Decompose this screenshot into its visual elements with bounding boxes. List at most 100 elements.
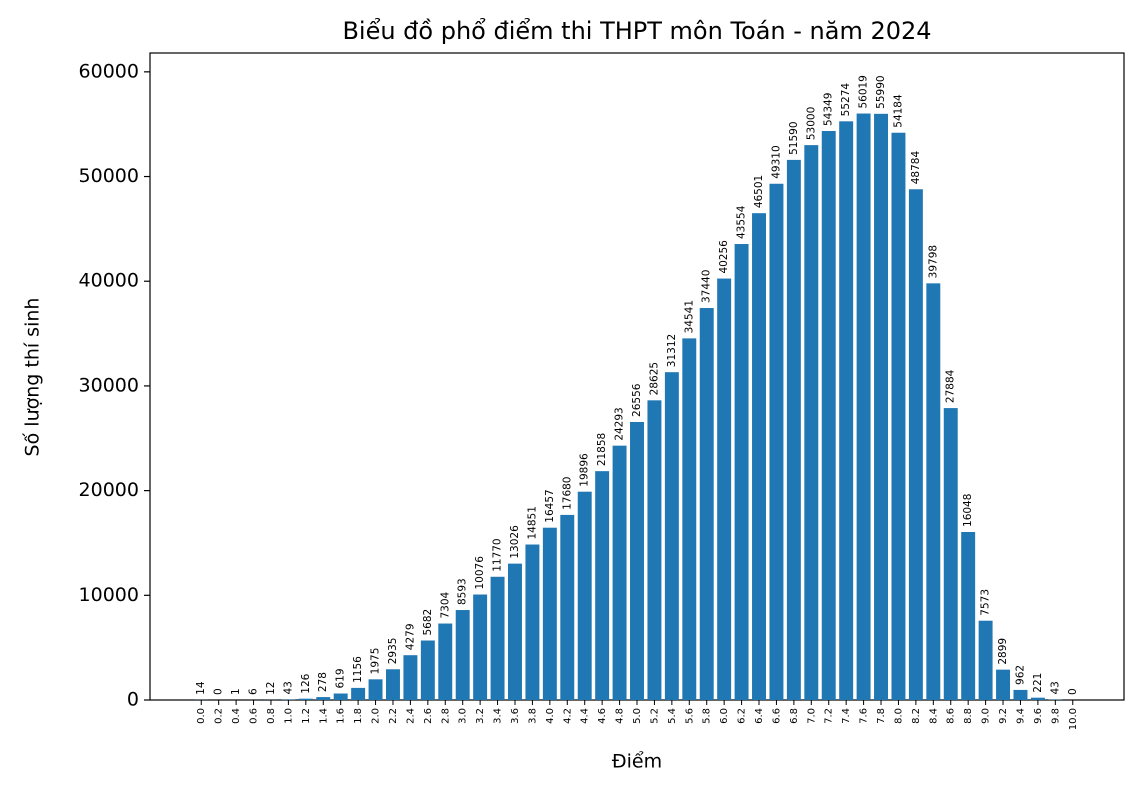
x-tick-label: 0.8 — [266, 708, 277, 724]
value-label: 53000 — [805, 107, 817, 140]
value-label: 40256 — [718, 240, 730, 274]
x-tick-label: 7.0 — [806, 708, 817, 724]
value-label: 962 — [1014, 665, 1026, 685]
bar — [978, 620, 993, 700]
x-tick-label: 3.6 — [510, 708, 521, 724]
bar — [351, 687, 366, 700]
bar — [769, 183, 784, 701]
x-tick-label: 5.0 — [632, 708, 643, 724]
value-label: 49310 — [770, 145, 782, 178]
value-label: 34541 — [683, 300, 695, 333]
value-label: 5682 — [422, 609, 434, 636]
x-tick-label: 6.6 — [771, 708, 782, 724]
x-tick-label: 6.0 — [719, 708, 730, 724]
x-tick-label: 9.6 — [1033, 708, 1044, 724]
bar — [699, 308, 714, 700]
x-tick-label: 2.2 — [388, 708, 399, 724]
value-label: 43 — [282, 681, 294, 694]
x-tick-label: 6.4 — [754, 708, 765, 724]
value-label: 27884 — [945, 369, 957, 403]
bar — [525, 544, 540, 700]
x-tick-label: 8.4 — [928, 708, 939, 724]
value-label: 55990 — [875, 75, 887, 108]
bar — [438, 623, 453, 700]
y-axis-label: Số lượng thí sinh — [22, 298, 44, 457]
x-tick-label: 8.6 — [946, 708, 957, 724]
x-tick-label: 0.4 — [231, 708, 242, 724]
bar — [368, 679, 383, 700]
value-label: 21858 — [596, 433, 608, 466]
bar — [577, 491, 592, 700]
value-label: 43554 — [736, 205, 748, 239]
bar — [298, 698, 313, 700]
x-tick-label: 8.0 — [893, 708, 904, 724]
bar — [839, 121, 854, 700]
x-tick-label: 2.6 — [423, 708, 434, 724]
value-label: 51590 — [788, 121, 800, 154]
x-tick-label: 9.0 — [981, 708, 992, 724]
value-label: 31312 — [666, 334, 678, 367]
x-tick-label: 1.4 — [318, 708, 329, 724]
bar — [682, 338, 697, 700]
y-tick-label: 30000 — [79, 374, 139, 396]
x-tick-label: 0.6 — [249, 708, 260, 724]
x-tick-label: 2.8 — [440, 708, 451, 724]
value-label: 54349 — [823, 93, 835, 126]
bar — [595, 471, 610, 700]
value-label: 8593 — [457, 578, 469, 605]
x-tick-label: 4.6 — [597, 708, 608, 724]
bar — [996, 669, 1011, 700]
x-axis-label: Điểm — [612, 751, 662, 773]
bar — [333, 693, 348, 700]
y-tick-label: 40000 — [79, 270, 139, 292]
x-tick-label: 4.4 — [580, 708, 591, 724]
x-tick-label: 5.4 — [667, 708, 678, 724]
value-label: 16457 — [544, 489, 556, 522]
bar — [752, 213, 766, 701]
value-label: 1156 — [352, 656, 364, 683]
x-tick-label: 7.4 — [841, 708, 852, 724]
value-label: 55274 — [840, 83, 852, 117]
bar — [874, 113, 888, 701]
x-tick-label: 5.8 — [702, 708, 713, 724]
value-label: 48784 — [910, 151, 922, 185]
value-label: 278 — [317, 672, 329, 692]
x-tick-label: 1.8 — [353, 708, 364, 724]
value-label: 1 — [230, 688, 242, 695]
y-tick-label: 60000 — [79, 60, 139, 82]
value-label: 10076 — [474, 556, 486, 590]
bar — [403, 655, 418, 700]
value-label: 16048 — [962, 494, 974, 527]
bar — [455, 610, 470, 700]
x-tick-label: 3.8 — [527, 708, 538, 724]
bar — [926, 283, 941, 700]
bar — [734, 244, 749, 700]
bar — [961, 531, 976, 700]
value-label: 56019 — [858, 75, 870, 108]
x-tick-label: 2.4 — [405, 708, 416, 724]
x-tick-label: 7.6 — [859, 708, 870, 724]
bar — [386, 669, 400, 700]
y-tick-label: 0 — [127, 689, 139, 711]
x-tick-label: 6.8 — [789, 708, 800, 724]
bar — [664, 372, 679, 700]
x-tick-label: 4.0 — [545, 708, 556, 724]
x-tick-label: 4.8 — [615, 708, 626, 724]
x-tick-label: 1.2 — [301, 708, 312, 724]
value-label: 43 — [1049, 681, 1061, 694]
value-label: 619 — [335, 668, 347, 688]
value-label: 14851 — [526, 506, 538, 539]
x-tick-label: 5.2 — [649, 708, 660, 724]
x-tick-label: 7.2 — [824, 708, 835, 724]
value-label: 26556 — [631, 383, 643, 417]
x-tick-label: 3.4 — [493, 708, 504, 724]
bar — [1013, 689, 1028, 700]
value-label: 7304 — [439, 591, 451, 618]
bar — [508, 563, 522, 700]
bar — [717, 278, 732, 700]
value-label: 28625 — [648, 362, 660, 395]
value-label: 54184 — [892, 94, 904, 128]
value-label: 6 — [248, 688, 260, 695]
x-tick-label: 7.8 — [876, 708, 887, 724]
x-tick-label: 8.8 — [963, 708, 974, 724]
